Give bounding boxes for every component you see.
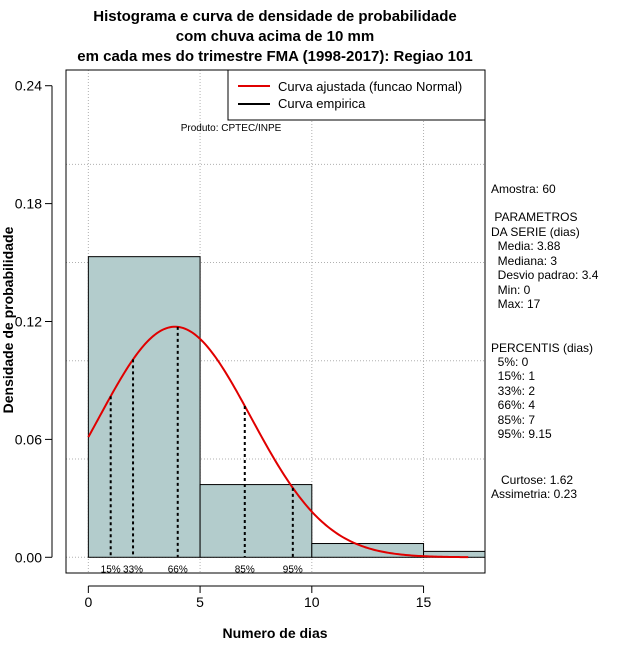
percentile-label-33: 33% [123, 564, 143, 575]
stat-percentiles-heading: PERCENTIS (dias) [491, 341, 593, 355]
stats-panel: Amostra: 60 PARAMETROS DA SERIE (dias) M… [491, 182, 599, 501]
x-axis: 0 5 10 15 [84, 585, 432, 610]
stat-median: Mediana: 3 [491, 254, 557, 268]
chart-title-line-1: Histograma e curva de densidade de proba… [93, 8, 456, 25]
legend-box [227, 69, 486, 121]
density-curve-layer [87, 325, 469, 559]
x-tick-label: 5 [196, 594, 204, 610]
x-tick-label: 10 [304, 594, 320, 610]
percentile-label-15: 15% [101, 564, 121, 575]
percentile-label-85: 85% [235, 564, 255, 575]
percentile-lines: 15% 33% 66% 85% 95% [101, 326, 303, 575]
y-axis-label: Densidade de probabilidade [0, 226, 16, 413]
y-tick-label: 0.24 [15, 78, 42, 94]
legend-label-normal: Curva ajustada (funcao Normal) [278, 79, 462, 94]
stat-p66: 66%: 4 [491, 398, 535, 412]
stat-params-heading: PARAMETROS [491, 210, 577, 224]
stat-p15: 15%: 1 [491, 369, 535, 383]
y-tick-label: 0.18 [15, 196, 42, 212]
legend: Curva ajustada (funcao Normal) Curva emp… [227, 69, 486, 121]
y-tick-label: 0.06 [15, 431, 42, 447]
stat-p5: 5%: 0 [491, 355, 529, 369]
stat-sample: Amostra: 60 [491, 182, 556, 196]
percentile-label-66: 66% [168, 564, 188, 575]
y-axis: 0.00 0.06 0.12 0.18 0.24 [15, 78, 53, 565]
x-tick-label: 15 [416, 594, 432, 610]
stat-kurtosis: Curtose: 1.62 [491, 473, 573, 487]
stat-p95: 95%: 9.15 [491, 427, 552, 441]
chart-title-line-2: com chuva acima de 10 mm [176, 28, 374, 45]
chart-title-line-3: em cada mes do trimestre FMA (1998-2017)… [77, 48, 472, 65]
stat-p85: 85%: 7 [491, 413, 535, 427]
histogram-bar-0 [87, 256, 201, 558]
stat-min: Min: 0 [491, 283, 531, 297]
stat-p33: 33%: 2 [491, 384, 535, 398]
stat-params-subheading: DA SERIE (dias) [491, 225, 580, 239]
normal-density-curve [87, 325, 469, 559]
percentile-label-95: 95% [283, 564, 303, 575]
stat-stddev: Desvio padrao: 3.4 [491, 268, 599, 282]
stat-max: Max: 17 [491, 297, 541, 311]
x-axis-label: Numero de dias [222, 625, 327, 641]
y-tick-label: 0.12 [15, 314, 42, 330]
x-tick-label: 0 [84, 594, 92, 610]
histogram-bar-1 [199, 484, 313, 558]
y-tick-label: 0.00 [15, 549, 42, 565]
stat-skewness: Assimetria: 0.23 [491, 487, 577, 501]
histogram-bars [87, 256, 486, 558]
stat-mean: Media: 3.88 [491, 239, 561, 253]
product-annotation: Produto: CPTEC/INPE [181, 123, 282, 134]
legend-label-empirical: Curva empirica [278, 96, 366, 111]
